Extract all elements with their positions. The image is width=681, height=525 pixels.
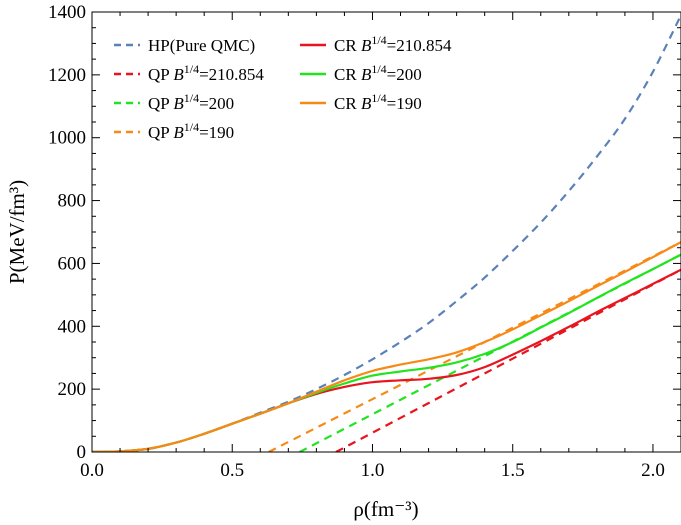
y-tick-label: 400: [58, 316, 87, 337]
series-line-2: [299, 253, 681, 452]
plot-lines: [92, 14, 681, 452]
tick-labels: 0.0 0.5 1.0 1.5 2.0 0 200 400 600 800 1000 1200 1400: [48, 2, 665, 481]
y-axis-title: P(MeV/fm³): [5, 180, 29, 284]
legend-label: HP(Pure QMC): [148, 36, 255, 55]
y-tick-label: 600: [58, 253, 87, 274]
legend: HP(Pure QMC) QP B1/4=210.854 QP B1/4=200 QP…: [114, 33, 452, 142]
legend-label: QP B1/4=190: [148, 120, 234, 142]
axis-ticks: [91, 11, 681, 453]
y-tick-label: 1200: [48, 65, 86, 86]
x-axis-title: ρ(fm⁻³): [353, 497, 418, 521]
y-tick-label: 0: [77, 442, 87, 463]
y-tick-label: 200: [58, 379, 87, 400]
x-tick-label: 1.5: [501, 460, 525, 481]
x-tick-label: 1.0: [361, 460, 385, 481]
x-tick-label: 0.5: [220, 460, 244, 481]
x-tick-label: 0.0: [80, 460, 104, 481]
legend-label: CR B1/4=210.854: [334, 33, 452, 55]
legend-label: CR B1/4=200: [334, 62, 422, 84]
legend-label: QP B1/4=200: [148, 91, 234, 113]
series-line-5: [92, 253, 681, 452]
y-tick-label: 800: [58, 191, 87, 212]
y-tick-label: 1400: [48, 2, 86, 23]
legend-label: CR B1/4=190: [334, 91, 422, 113]
y-tick-label: 1000: [48, 128, 86, 149]
legend-label: QP B1/4=210.854: [148, 62, 264, 84]
x-tick-label: 2.0: [641, 460, 665, 481]
series-line-6: [92, 241, 681, 452]
